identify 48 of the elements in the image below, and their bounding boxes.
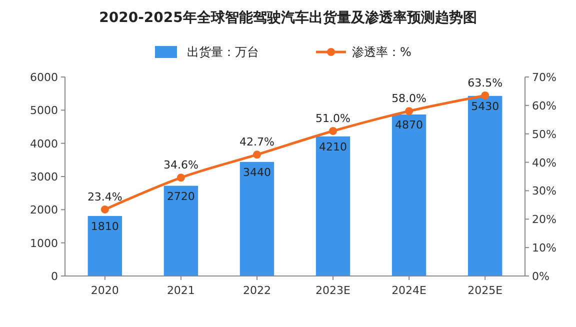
point: [405, 107, 414, 116]
bar: [316, 136, 350, 276]
y-tick-label: 2000: [30, 204, 58, 217]
y2-tick-label: 0%: [532, 270, 550, 283]
data-label: 51.0%: [316, 112, 350, 126]
y-tick-label: 4000: [30, 137, 58, 150]
data-label: 2720: [166, 190, 195, 203]
point: [176, 174, 185, 182]
data-label: 3440: [242, 166, 271, 179]
point: [329, 127, 338, 136]
x-tick-label: 2020: [90, 284, 119, 297]
y2-tick-label: 10%: [532, 242, 556, 255]
data-label: 63.5%: [468, 76, 503, 90]
y2-tick-label: 50%: [532, 128, 556, 141]
y2-tick-label: 30%: [532, 184, 556, 198]
y2-tick-label: 70%: [532, 71, 556, 84]
x-tick-label: 2025E: [468, 284, 503, 297]
data-label: 23.4%: [87, 190, 122, 204]
bar: [240, 162, 274, 276]
legend-label: 渗透率：%: [352, 45, 412, 59]
y-tick-label: 3000: [30, 170, 58, 184]
y-tick-label: 5000: [30, 104, 58, 118]
bar: [164, 186, 198, 276]
chart-title: 2020-2025年全球智能驾驶汽车出货量及渗透率预测趋势图: [99, 9, 477, 26]
point: [481, 91, 490, 100]
bar: [88, 216, 122, 276]
data-label: 1810: [90, 220, 119, 233]
data-label: 4870: [395, 118, 424, 132]
y-tick-label: 6000: [30, 71, 58, 84]
x-tick-label: 2024E: [392, 284, 427, 297]
data-label: 5430: [471, 100, 500, 113]
y-tick-label: 0: [51, 270, 58, 283]
y2-tick-label: 20%: [532, 213, 556, 226]
legend-label: 出货量：万台: [187, 45, 259, 59]
x-tick-label: 2022: [242, 284, 271, 297]
bar: [392, 114, 426, 276]
y2-tick-label: 40%: [532, 156, 556, 170]
y2-tick-label: 60%: [532, 99, 556, 112]
point: [100, 205, 109, 214]
bar: [468, 96, 502, 276]
data-label: 42.7%: [240, 136, 274, 149]
data-label: 34.6%: [163, 158, 198, 172]
x-tick-label: 2023E: [316, 284, 351, 297]
x-tick-label: 2021: [166, 284, 195, 297]
data-label: 4210: [319, 140, 348, 154]
point: [252, 150, 261, 159]
data-label: 58.0%: [392, 92, 427, 106]
y-tick-label: 1000: [30, 236, 58, 250]
